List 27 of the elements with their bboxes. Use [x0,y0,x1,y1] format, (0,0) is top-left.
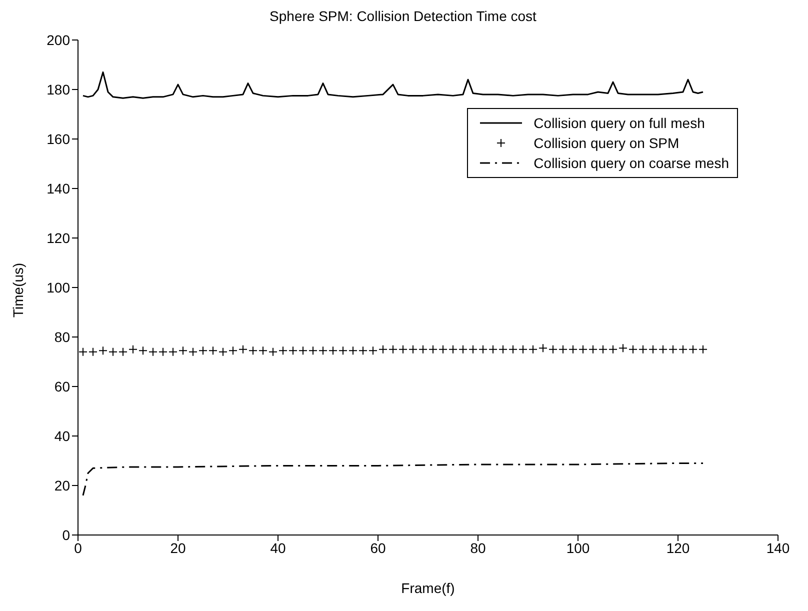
y-tick-label: 0 [62,526,70,543]
x-axis-title: Frame(f) [401,580,455,596]
x-tick-label: 0 [74,540,82,556]
line-series [82,71,704,99]
y-tick-label: 120 [46,230,70,246]
line-series [82,462,704,496]
x-tick-label: 40 [270,540,286,556]
legend-label: Collision query on SPM [534,135,680,151]
y-tick-label: 20 [54,477,70,494]
y-tick-label: 100 [46,279,70,296]
y-tick-label: 60 [54,378,70,394]
legend-label: Collision query on full mesh [534,115,705,131]
y-tick-label: 80 [54,328,70,345]
y-tick-label: 140 [46,180,70,196]
y-tick-label: 180 [46,81,70,98]
x-tick-label: 60 [370,540,386,556]
y-tick-label: 40 [54,428,70,444]
x-tick-label: 100 [566,540,590,556]
y-tick-label: 200 [46,32,70,48]
x-tick-label: 80 [470,540,486,556]
legend-label: Collision query on coarse mesh [534,155,729,171]
y-axis-title: Time(us) [10,262,26,318]
x-tick-label: 20 [170,540,186,556]
x-tick-label: 140 [766,540,790,556]
x-tick-label: 120 [666,540,690,556]
y-tick-label: 160 [46,130,70,147]
chart-title: Sphere SPM: Collision Detection Time cost [268,8,538,26]
